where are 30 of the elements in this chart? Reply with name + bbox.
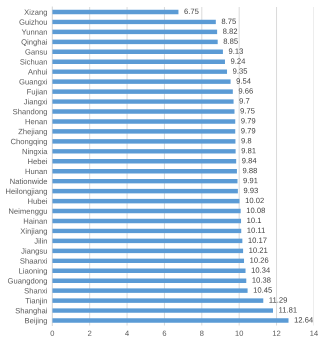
bar	[52, 308, 273, 313]
bar	[52, 149, 236, 154]
bar	[52, 198, 240, 204]
bar	[52, 278, 246, 283]
bar	[52, 178, 238, 184]
bar	[52, 228, 242, 234]
bar	[52, 99, 234, 104]
bar	[52, 139, 236, 144]
bar	[52, 238, 242, 244]
bar	[52, 208, 241, 214]
bar	[52, 10, 178, 14]
bar	[52, 298, 264, 303]
bar	[52, 79, 231, 84]
bar	[52, 188, 238, 194]
bar	[52, 40, 218, 44]
bar	[52, 60, 225, 64]
bar	[52, 129, 236, 134]
bar	[52, 168, 237, 174]
bar	[52, 318, 289, 323]
bar	[52, 119, 236, 124]
bar	[52, 89, 233, 94]
bar	[52, 268, 246, 273]
bar	[52, 248, 244, 254]
bar	[52, 50, 223, 54]
bar	[52, 159, 236, 164]
bar	[52, 288, 248, 293]
bar	[52, 30, 218, 34]
bar	[52, 69, 228, 74]
bar	[52, 20, 216, 24]
bar	[52, 258, 244, 264]
